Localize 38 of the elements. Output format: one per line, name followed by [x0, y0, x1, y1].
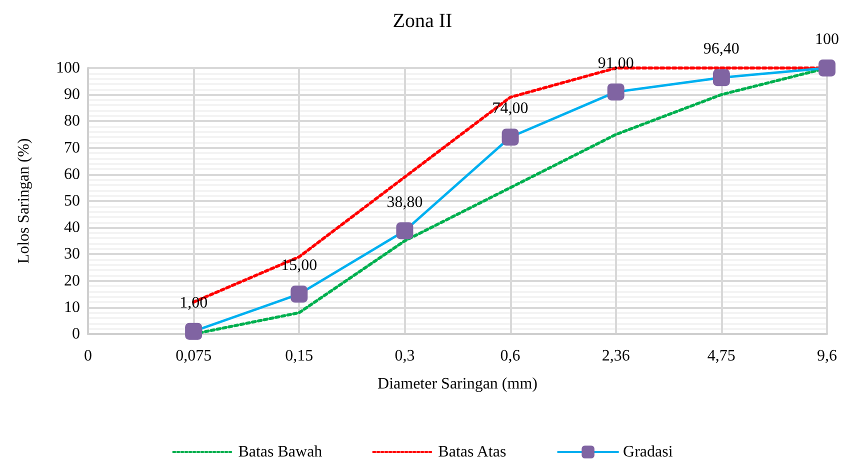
data-label: 1,00 [180, 294, 208, 312]
data-label: 74,00 [492, 100, 528, 118]
x-tick-label: 0,15 [285, 348, 314, 364]
y-axis-title: Lolos Saringan (%) [16, 138, 32, 264]
y-tick-label: 10 [64, 298, 80, 316]
x-tick-label: 0 [84, 348, 92, 364]
y-tick-label: 30 [64, 246, 80, 263]
x-tick-label: 2,36 [602, 348, 630, 364]
chart-title: Zona II [392, 10, 452, 32]
x-tick-label: 0,3 [394, 348, 415, 364]
point [502, 128, 519, 146]
y-tick-label: 90 [64, 86, 80, 104]
data-label: 38,80 [386, 194, 423, 211]
y-tick-label: 0 [72, 326, 80, 342]
point [818, 60, 836, 76]
data-label: 15,00 [281, 257, 318, 274]
point [607, 83, 624, 100]
point [290, 286, 308, 303]
y-tick-label: 40 [64, 219, 80, 236]
x-axis-title: Diameter Saringan (mm) [378, 376, 538, 392]
y-tick-label: 60 [64, 166, 80, 183]
legend-label: Batas Bawah [238, 444, 322, 460]
y-tick-label: 70 [64, 139, 80, 156]
data-label: 100 [815, 31, 839, 48]
y-tick-label: 80 [64, 112, 80, 130]
legend-label: Gradasi [623, 444, 674, 460]
y-tick-label: 100 [56, 60, 80, 76]
point [712, 69, 730, 86]
x-tick-label: 9,6 [817, 348, 837, 364]
legend-label: Batas Atas [438, 444, 506, 460]
x-tick-label: 4,75 [707, 348, 736, 364]
point [396, 222, 414, 240]
data-label: 96,40 [703, 40, 740, 58]
x-tick-label: 0,6 [500, 348, 520, 364]
y-tick-label: 20 [64, 272, 80, 290]
y-tick-label: 50 [64, 192, 80, 210]
point [185, 322, 202, 340]
x-tick-label: 0,075 [176, 348, 212, 364]
